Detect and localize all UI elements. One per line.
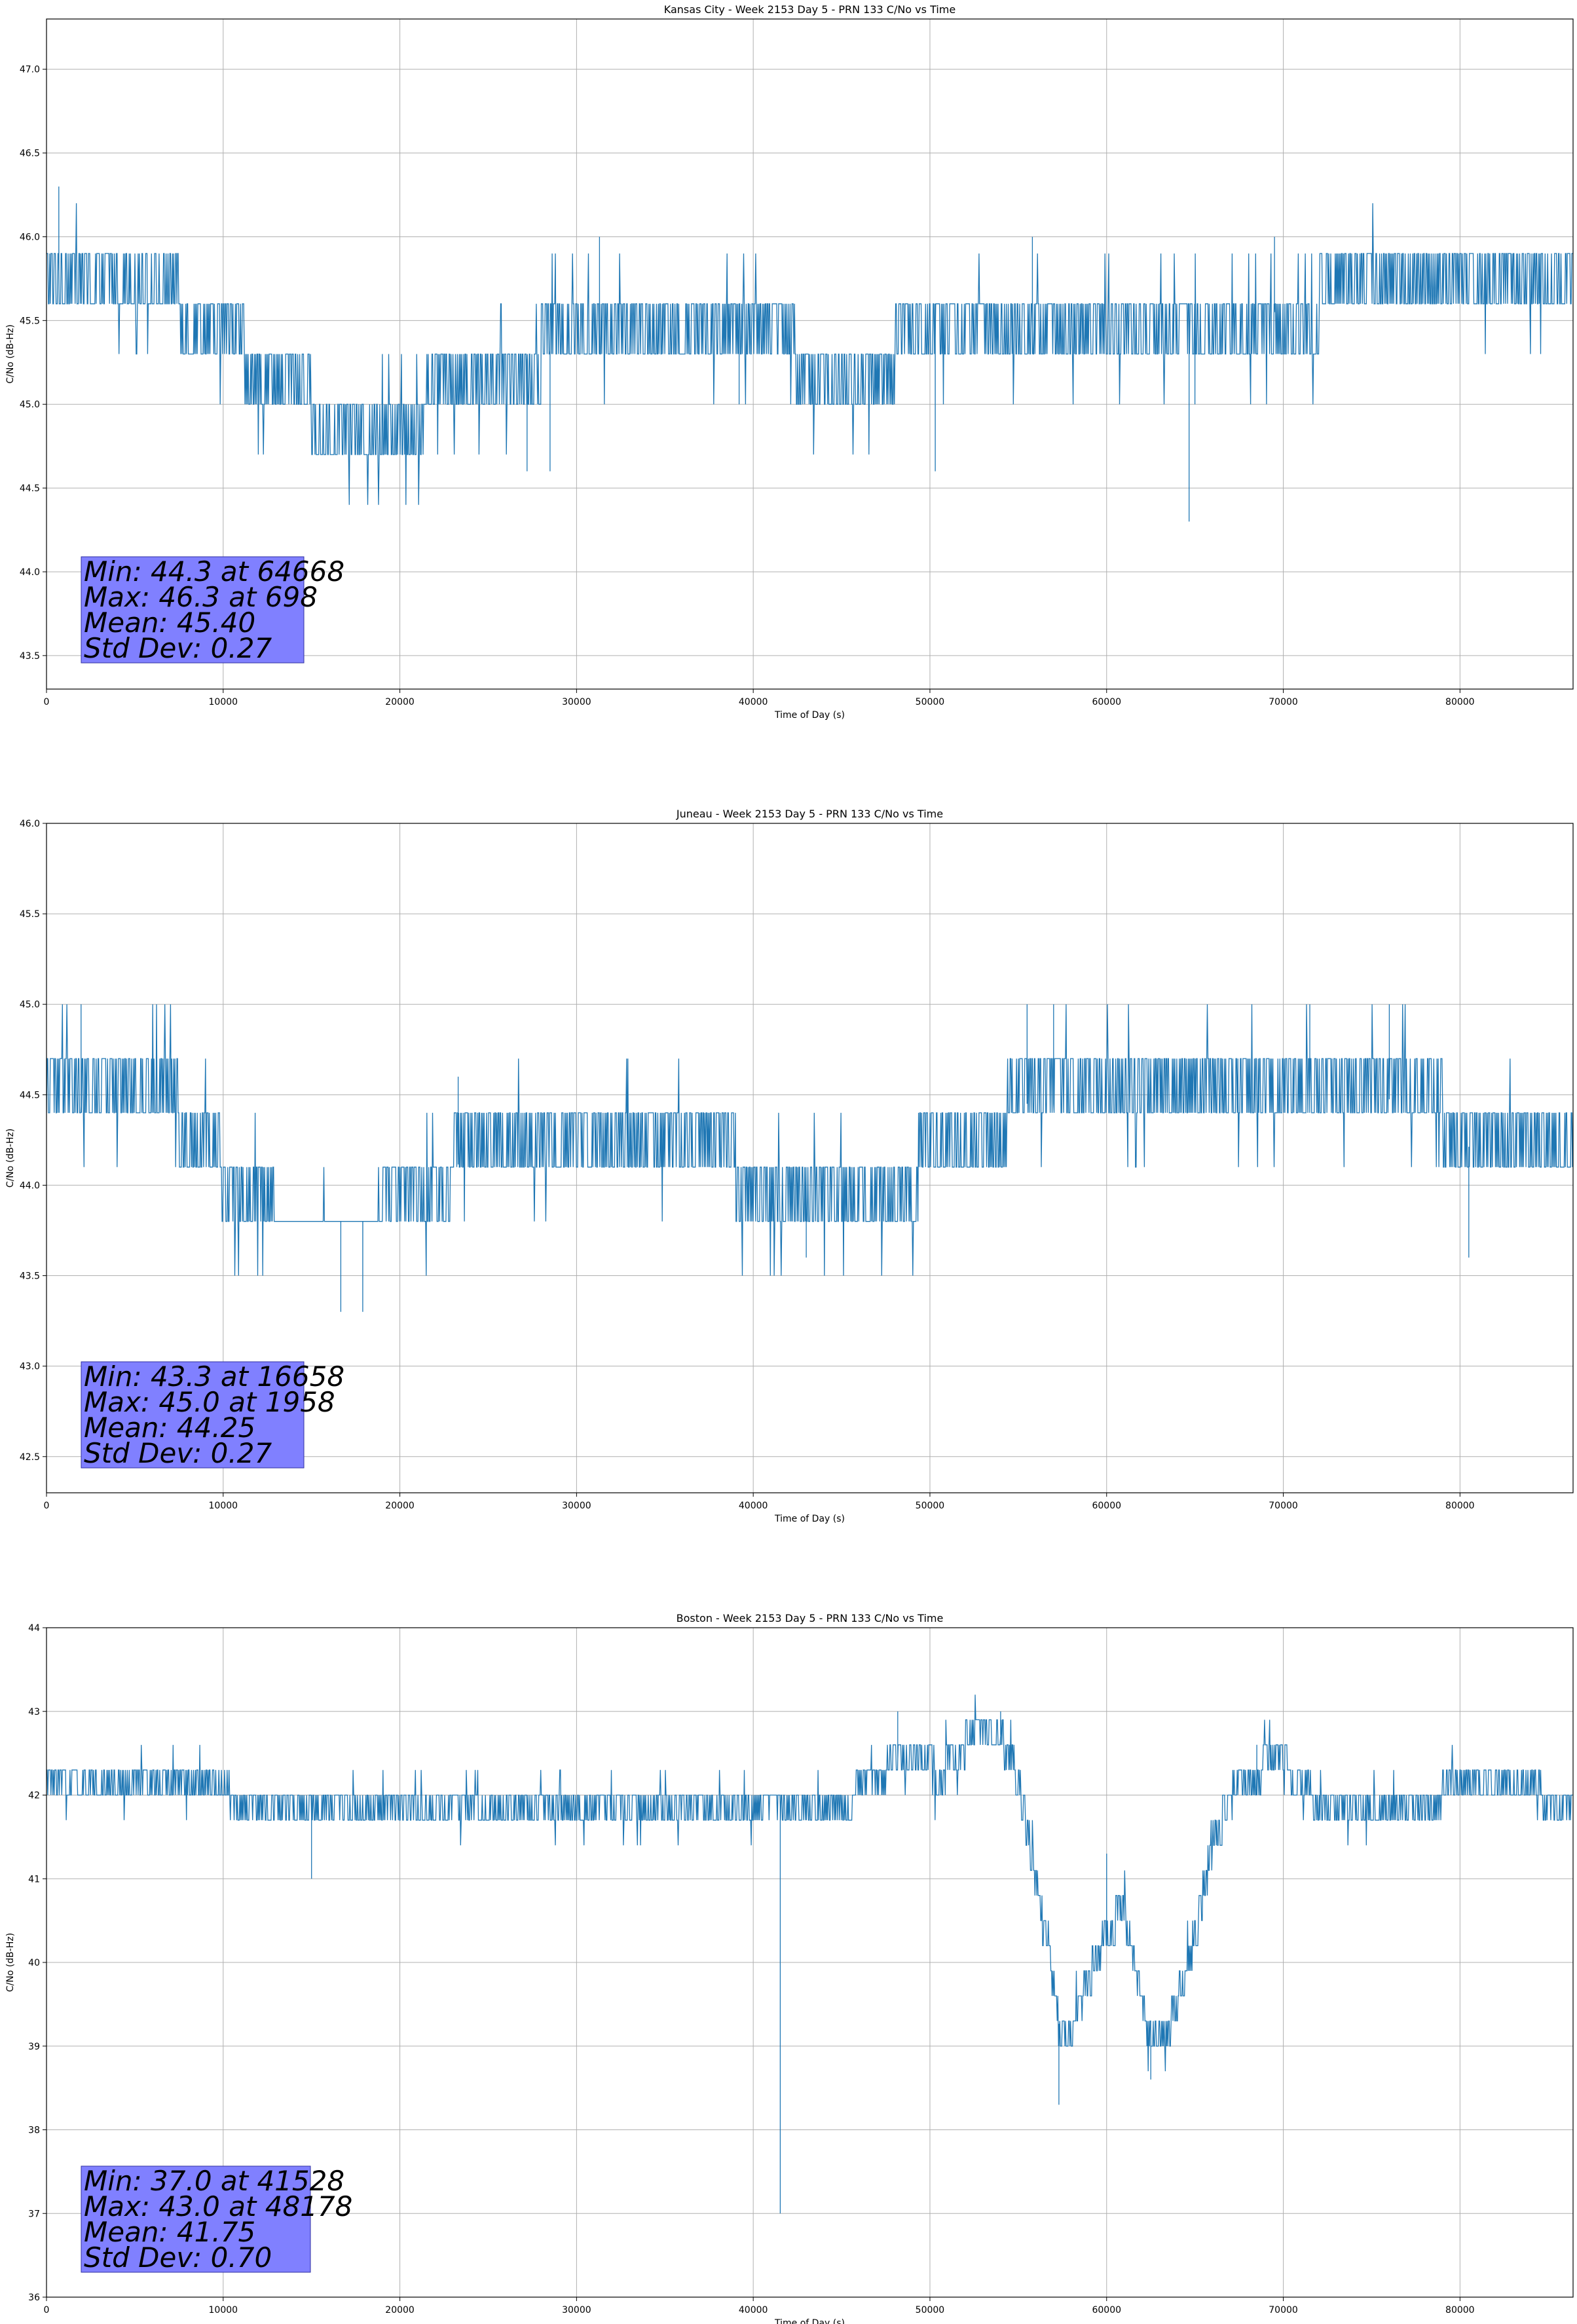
y-tick-label: 43.5 (20, 651, 40, 662)
axes-frame (46, 823, 1574, 1493)
y-tick-label: 46.0 (20, 232, 40, 242)
y-tick-label: 41 (28, 1874, 40, 1884)
y-axis-label: C/No (dB-Hz) (5, 1933, 16, 1992)
x-axis-label: Time of Day (s) (774, 2318, 845, 2324)
y-tick-label: 44 (28, 1623, 40, 1634)
chart-panel-3: 0 10000 20000 30000 40000 50000 60000 70000 8000… (5, 1612, 1574, 2324)
stats-mean: Mean: 41.75 (84, 2216, 255, 2248)
x-tick-label: 50000 (916, 2305, 945, 2315)
x-tick-label: 10000 (209, 2305, 238, 2315)
x-tick-label: 0 (44, 697, 50, 707)
y-tick-label: 45.5 (20, 316, 40, 326)
y-tick-label: 43.5 (20, 1271, 40, 1282)
x-tick-label: 10000 (209, 1501, 238, 1511)
x-tick-label: 40000 (739, 697, 768, 707)
y-tick-label: 43.0 (20, 1362, 40, 1372)
x-tick-label: 70000 (1269, 1501, 1298, 1511)
y-tick-label: 44.5 (20, 483, 40, 494)
x-axis-label: Time of Day (s) (774, 710, 845, 721)
x-tick-label: 30000 (562, 1501, 591, 1511)
y-tick-label: 38 (28, 2126, 40, 2136)
stats-min: Min: 37.0 at 41528 (84, 2165, 344, 2197)
stats-box-background (81, 2165, 311, 2273)
y-tick-label: 40 (28, 1958, 40, 1968)
x-tick-label: 10000 (209, 697, 238, 707)
x-tick-label: 60000 (1092, 697, 1121, 707)
y-tick-label: 45.0 (20, 1000, 40, 1010)
stats-box-background (81, 1361, 305, 1469)
x-tick-label: 0 (44, 1501, 50, 1511)
chart-title: Boston - Week 2153 Day 5 - PRN 133 C/No … (677, 1612, 944, 1624)
stats-mean: Mean: 44.25 (84, 1412, 255, 1444)
stats-max: Max: 46.3 at 698 (84, 581, 318, 613)
y-tick-label: 44.0 (20, 1180, 40, 1191)
x-tick-label: 30000 (562, 697, 591, 707)
x-tick-label: 40000 (739, 1501, 768, 1511)
y-tick-label: 44.5 (20, 1090, 40, 1100)
chart-panel-2: 0 10000 20000 30000 40000 50000 60000 70000 8000… (5, 808, 1574, 1524)
y-tick-label: 42.5 (20, 1452, 40, 1463)
x-tick-label: 80000 (1445, 1501, 1475, 1511)
y-tick-label: 45.0 (20, 400, 40, 410)
x-tick-label: 70000 (1269, 697, 1298, 707)
y-tick-label: 43 (28, 1707, 40, 1717)
x-tick-label: 60000 (1092, 1501, 1121, 1511)
stats-std-dev: Std Dev: 0.70 (84, 2241, 272, 2274)
stats-std-dev: Std Dev: 0.27 (84, 1437, 272, 1469)
x-tick-label: 50000 (916, 1501, 945, 1511)
x-tick-label: 20000 (385, 697, 415, 707)
x-tick-label: 30000 (562, 2305, 591, 2315)
stats-min: Min: 43.3 at 16658 (84, 1360, 344, 1393)
x-tick-label: 50000 (916, 697, 945, 707)
cno-series-line (46, 1695, 1573, 2214)
chart-panel-1: 0 10000 20000 30000 40000 50000 60000 70000 8000… (5, 3, 1574, 721)
y-tick-label: 45.5 (20, 909, 40, 920)
chart-title: Kansas City - Week 2153 Day 5 - PRN 133 … (664, 3, 955, 16)
stats-max: Max: 45.0 at 1958 (84, 1386, 335, 1418)
y-tick-label: 36 (28, 2293, 40, 2303)
stats-std-dev: Std Dev: 0.27 (84, 632, 272, 664)
stats-min: Min: 44.3 at 64668 (84, 555, 344, 588)
cno-series-line (46, 186, 1573, 522)
stats-box-background (81, 556, 305, 664)
x-tick-label: 20000 (385, 1501, 415, 1511)
x-axis-label: Time of Day (s) (774, 1514, 845, 1524)
x-tick-label: 20000 (385, 2305, 415, 2315)
y-tick-label: 44.0 (20, 567, 40, 578)
x-tick-label: 60000 (1092, 2305, 1121, 2315)
y-tick-label: 39 (28, 2042, 40, 2052)
y-tick-label: 46.5 (20, 149, 40, 159)
stats-max: Max: 43.0 at 48178 (84, 2190, 352, 2222)
x-tick-label: 0 (44, 2305, 50, 2315)
cno-series-line (46, 1004, 1573, 1312)
x-tick-label: 80000 (1445, 697, 1475, 707)
y-tick-label: 37 (28, 2209, 40, 2219)
y-tick-label: 47.0 (20, 65, 40, 75)
x-tick-label: 40000 (739, 2305, 768, 2315)
stats-mean: Mean: 45.40 (84, 607, 255, 639)
x-tick-label: 70000 (1269, 2305, 1298, 2315)
axes-frame (46, 18, 1574, 690)
x-tick-label: 80000 (1445, 2305, 1475, 2315)
chart-title: Juneau - Week 2153 Day 5 - PRN 133 C/No … (676, 808, 943, 820)
y-tick-label: 46.0 (20, 819, 40, 829)
y-axis-label: C/No (dB-Hz) (5, 324, 16, 383)
y-axis-label: C/No (dB-Hz) (5, 1129, 16, 1188)
y-tick-label: 42 (28, 1791, 40, 1801)
